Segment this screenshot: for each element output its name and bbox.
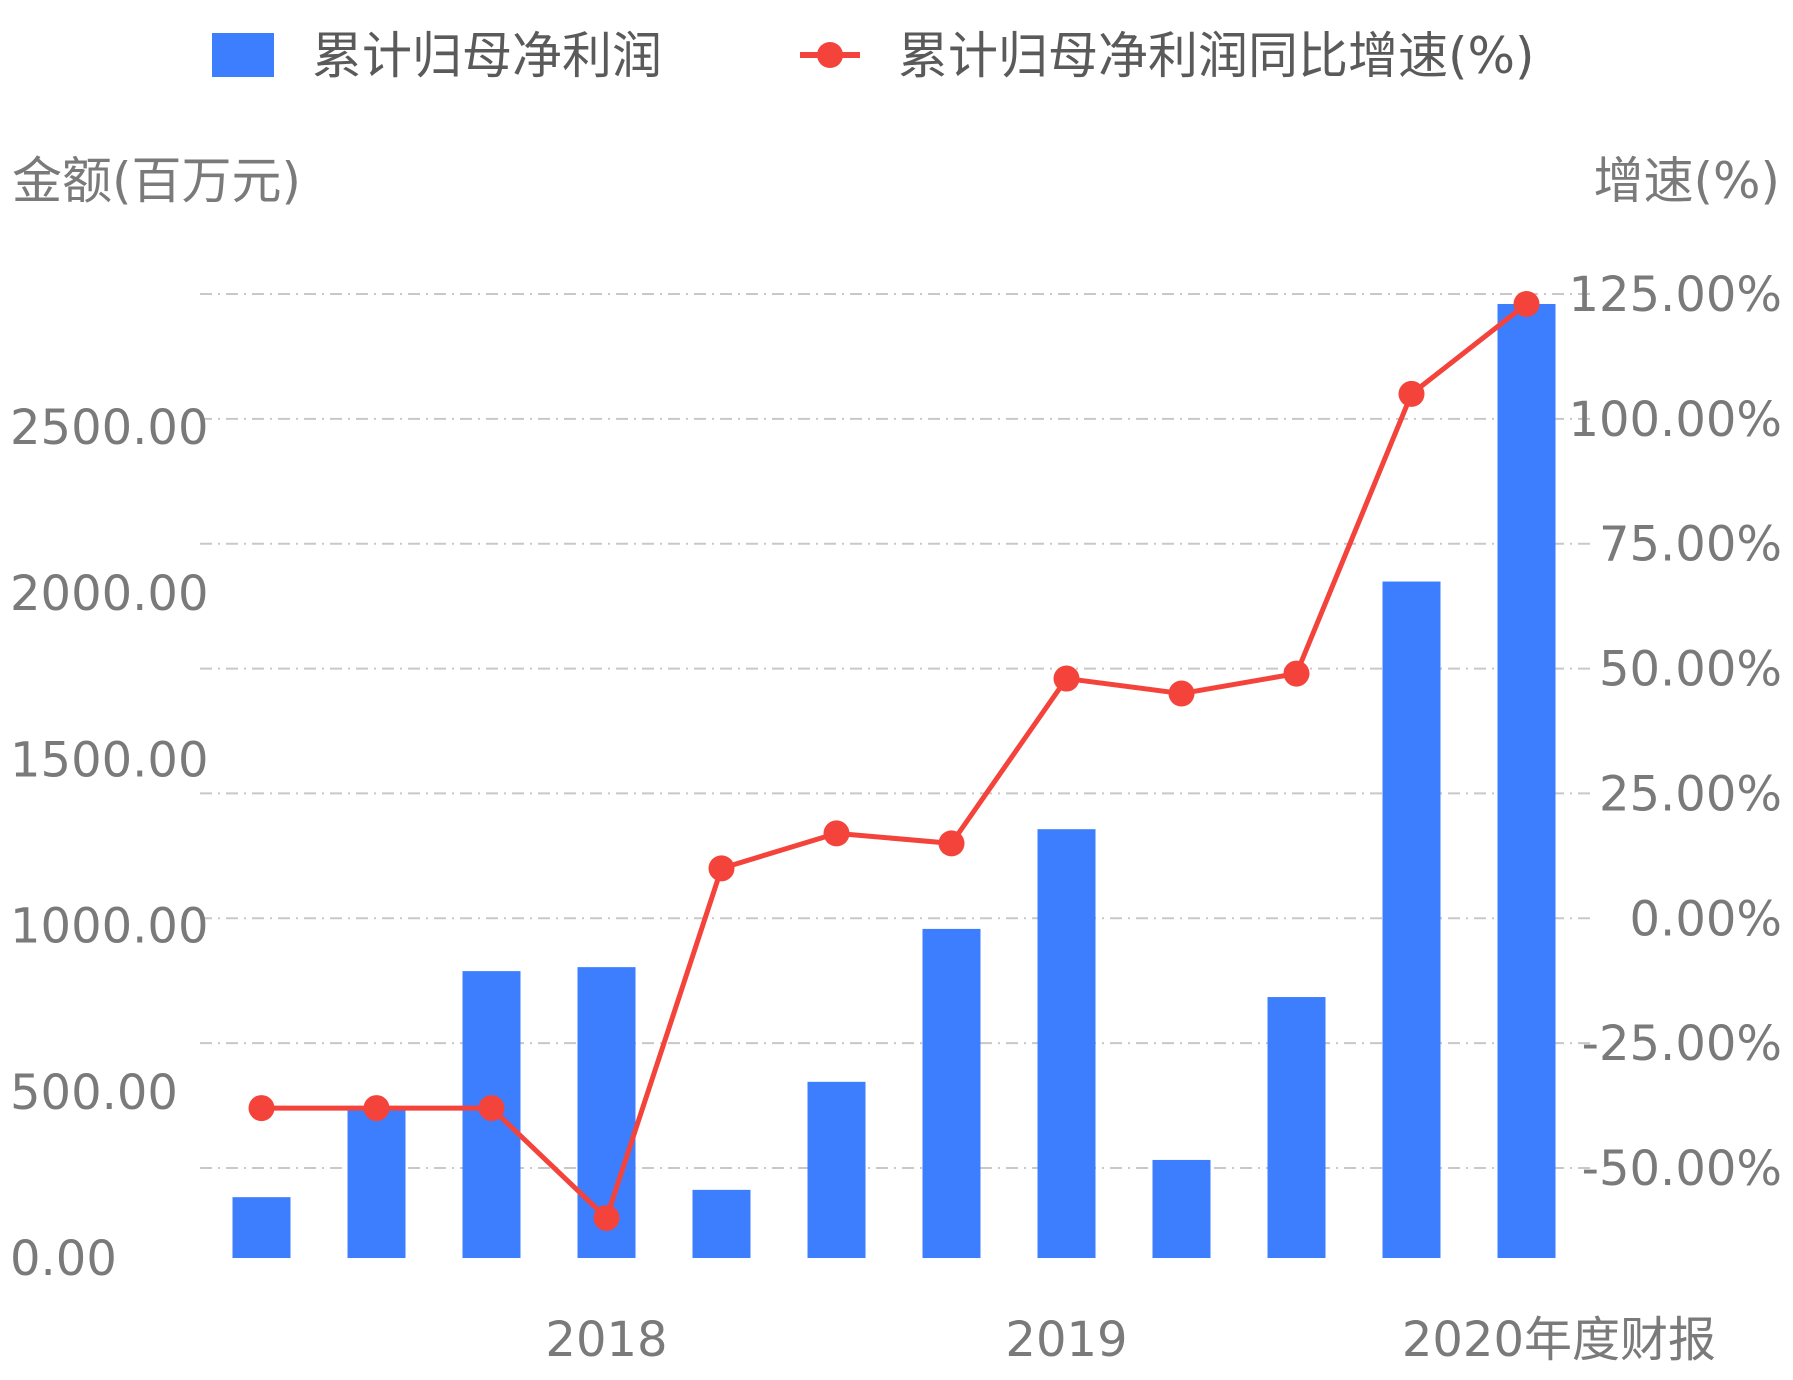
bar bbox=[1037, 829, 1096, 1258]
bar bbox=[1497, 303, 1556, 1258]
x-axis-ticks: 2018 2019 2020年度财报 bbox=[545, 1312, 1716, 1368]
bar bbox=[922, 928, 981, 1258]
bar bbox=[1152, 1159, 1211, 1258]
left-tick-label: 1000.00 bbox=[10, 899, 209, 955]
bar bbox=[692, 1189, 751, 1258]
legend-bar-swatch bbox=[212, 33, 274, 77]
right-tick-label: -25.00% bbox=[1582, 1016, 1782, 1072]
x-tick-label: 2018 bbox=[545, 1312, 667, 1368]
line-series bbox=[248, 290, 1540, 1231]
growth-point bbox=[593, 1204, 620, 1231]
growth-point bbox=[938, 830, 965, 857]
growth-point bbox=[363, 1095, 390, 1122]
left-tick-label: 2500.00 bbox=[10, 400, 209, 456]
grid-lines bbox=[200, 293, 1590, 1169]
bar bbox=[347, 1108, 406, 1258]
bar-series bbox=[232, 303, 1556, 1258]
x-tick-label: 2020年度财报 bbox=[1402, 1312, 1716, 1368]
left-tick-label: 1500.00 bbox=[10, 732, 209, 788]
legend-bar-label: 累计归母净利润 bbox=[312, 27, 662, 85]
right-tick-label: -50.00% bbox=[1582, 1141, 1782, 1197]
legend-line-marker bbox=[817, 42, 843, 68]
growth-point bbox=[248, 1095, 275, 1122]
growth-point bbox=[478, 1095, 505, 1122]
right-tick-label: 75.00% bbox=[1599, 517, 1782, 573]
growth-line bbox=[261, 302, 1529, 1221]
bar bbox=[1267, 997, 1326, 1258]
right-axis-title: 增速(%) bbox=[1593, 152, 1780, 210]
legend: 累计归母净利润 累计归母净利润同比增速(%) bbox=[212, 27, 1535, 85]
right-tick-label: 125.00% bbox=[1568, 267, 1782, 323]
left-axis-title: 金额(百万元) bbox=[12, 152, 301, 210]
growth-point bbox=[1513, 290, 1540, 317]
right-tick-label: 0.00% bbox=[1630, 891, 1782, 947]
right-tick-label: 100.00% bbox=[1568, 392, 1782, 448]
right-axis-ticks: -50.00% -25.00% 0.00% 25.00% 50.00% 75.00% 100… bbox=[1568, 267, 1782, 1197]
growth-point bbox=[1168, 680, 1195, 707]
growth-point bbox=[1053, 665, 1080, 692]
x-tick-label: 2019 bbox=[1005, 1312, 1127, 1368]
growth-point bbox=[1283, 660, 1310, 687]
bar bbox=[807, 1081, 866, 1258]
left-axis-ticks: 0.00 500.00 1000.00 1500.00 2000.00 2500.00 bbox=[10, 400, 209, 1287]
bar bbox=[1382, 581, 1441, 1258]
growth-point bbox=[708, 855, 735, 882]
left-tick-label: 2000.00 bbox=[10, 566, 209, 622]
right-tick-label: 25.00% bbox=[1599, 766, 1782, 822]
left-tick-label: 500.00 bbox=[10, 1065, 178, 1121]
bar bbox=[232, 1197, 291, 1258]
left-tick-label: 0.00 bbox=[10, 1231, 117, 1287]
growth-point bbox=[1398, 380, 1425, 407]
right-tick-label: 50.00% bbox=[1599, 642, 1782, 698]
growth-point bbox=[823, 820, 850, 847]
legend-line-label: 累计归母净利润同比增速(%) bbox=[898, 27, 1535, 85]
